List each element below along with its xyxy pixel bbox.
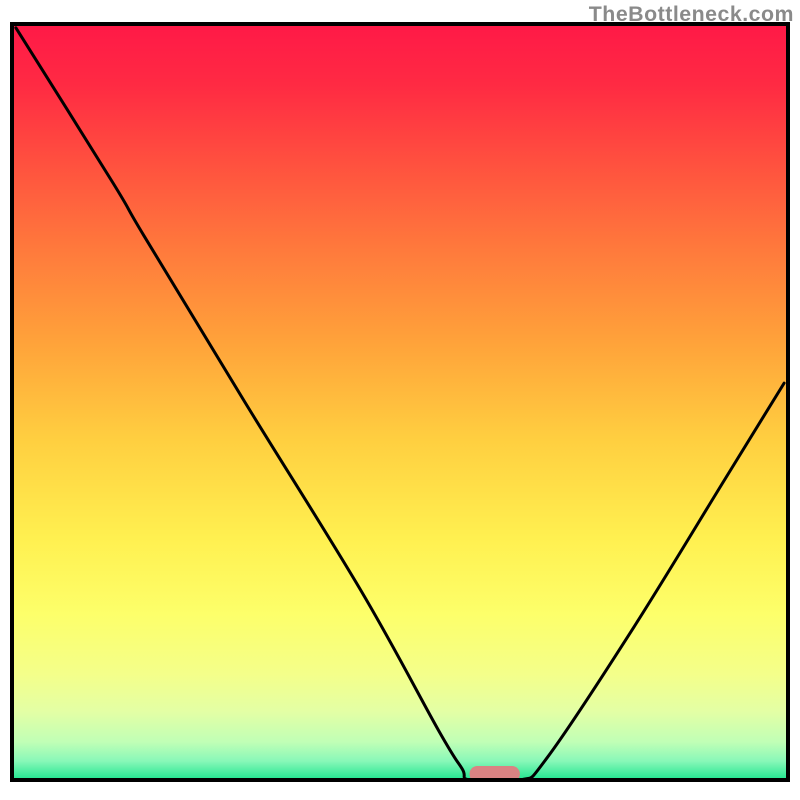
- watermark-text: TheBottleneck.com: [589, 2, 794, 27]
- background-gradient-rect: [12, 24, 788, 780]
- plot-area-group: [12, 24, 788, 782]
- plot-svg: [0, 0, 800, 800]
- figure: TheBottleneck.com: [0, 0, 800, 800]
